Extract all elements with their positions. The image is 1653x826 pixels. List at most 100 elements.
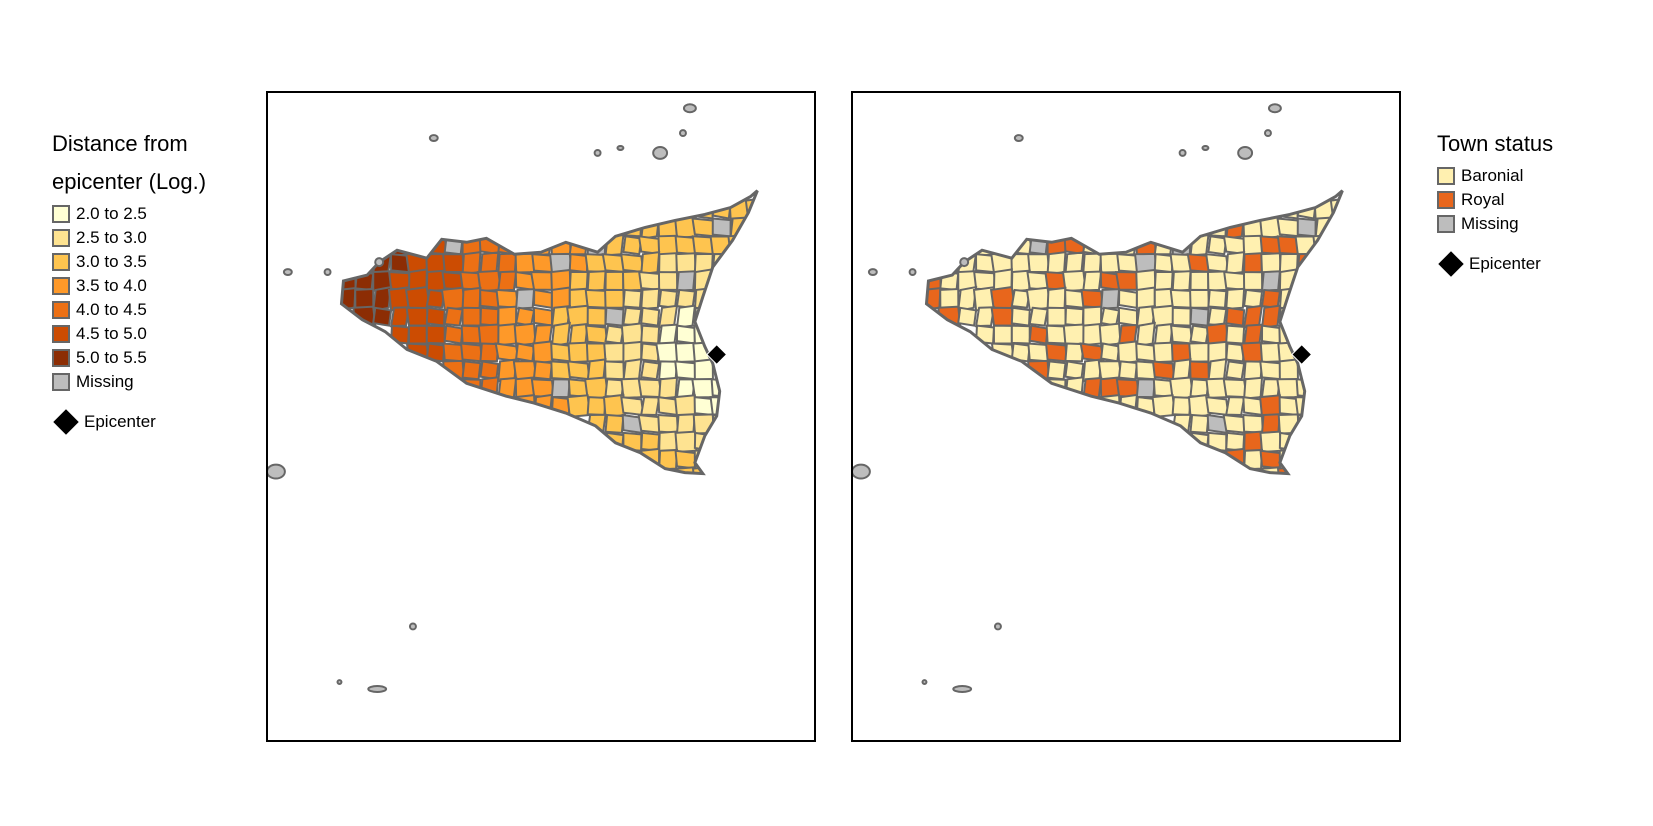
municipality-polygon <box>1260 304 1282 329</box>
municipality-polygon <box>1189 306 1210 327</box>
distance-legend-label: 2.5 to 3.0 <box>76 228 147 247</box>
municipality-polygon <box>637 378 663 399</box>
municipality-polygon <box>974 306 996 328</box>
municipality-polygon <box>640 324 661 345</box>
distance-legend-label: 4.0 to 4.5 <box>76 300 147 319</box>
municipality-polygon <box>1243 430 1264 454</box>
municipality-polygon <box>461 360 482 381</box>
municipality-polygon <box>1276 465 1301 474</box>
municipality-polygon <box>1171 270 1192 292</box>
municipality-polygon <box>586 306 607 327</box>
municipality-polygon <box>1243 252 1264 275</box>
municipality-polygon <box>1225 360 1246 381</box>
distance-legend-swatch <box>52 373 70 391</box>
municipality-polygon <box>657 413 679 434</box>
distance-legend-item: 2.5 to 3.0 <box>52 226 206 250</box>
town-status-legend-item: Royal <box>1437 188 1553 212</box>
distance-legend-item: 3.5 to 4.0 <box>52 274 206 298</box>
distance-legend-swatch <box>52 349 70 367</box>
municipality-polygon <box>586 270 607 292</box>
distance-legend-swatch <box>52 229 70 247</box>
municipality-polygon <box>1153 270 1174 292</box>
municipality-polygon <box>691 217 717 238</box>
municipality-polygon <box>638 270 663 292</box>
municipality-polygon <box>1207 288 1228 309</box>
municipality-polygon <box>675 413 696 435</box>
municipality-polygon <box>1296 217 1317 238</box>
municipality-polygon <box>584 324 609 345</box>
municipality-layer <box>341 190 758 474</box>
municipality-polygon <box>1064 306 1085 327</box>
municipality-polygon <box>550 378 571 399</box>
municipality-polygon <box>461 250 482 276</box>
distance-legend-swatch <box>52 301 70 319</box>
municipality-polygon <box>957 306 978 327</box>
municipality-polygon <box>693 358 714 383</box>
island-shape <box>367 685 388 693</box>
epicenter-legend-label: Epicenter <box>84 412 156 431</box>
municipality-polygon <box>604 324 625 345</box>
island-shape <box>959 257 970 268</box>
municipality-polygon <box>515 342 536 363</box>
municipality-polygon <box>674 430 698 454</box>
municipality-polygon <box>604 270 625 292</box>
municipality-polygon <box>1189 360 1210 381</box>
municipality-polygon <box>658 288 679 309</box>
distance-legend-item: 5.0 to 5.5 <box>52 346 206 370</box>
island-shape <box>853 463 871 480</box>
municipality-polygon <box>640 396 661 417</box>
distance-map-panel <box>266 91 816 742</box>
municipality-polygon <box>727 233 752 257</box>
distance-legend-item: 3.0 to 3.5 <box>52 250 206 274</box>
municipality-polygon <box>1259 449 1283 470</box>
sicily-outline <box>924 189 1344 476</box>
municipality-polygon <box>675 252 697 275</box>
municipality-polygon <box>372 285 393 312</box>
municipality-polygon <box>1171 396 1192 417</box>
distance-legend-swatch <box>52 205 70 223</box>
municipality-polygon <box>1243 288 1264 309</box>
municipality-polygon <box>1151 394 1176 418</box>
town-status-legend-swatch <box>1437 191 1455 209</box>
municipality-polygon <box>1080 288 1105 309</box>
town-status-legend-title: Town status <box>1437 131 1554 156</box>
municipality-polygon <box>657 271 679 291</box>
municipality-polygon <box>513 322 537 347</box>
municipality-polygon <box>425 306 446 327</box>
sicily-outline <box>339 189 759 476</box>
municipality-polygon <box>532 306 554 327</box>
municipality-polygon <box>1261 324 1281 345</box>
municipality-polygon <box>1027 359 1051 381</box>
municipality-polygon <box>568 270 589 292</box>
municipality-polygon <box>1044 342 1069 363</box>
municipality-polygon <box>1242 323 1264 346</box>
town-status-legend-item: Baronial <box>1437 164 1553 188</box>
distance-legend-label: 3.5 to 4.0 <box>76 276 147 295</box>
municipality-polygon <box>1243 448 1264 471</box>
municipality-polygon <box>1259 430 1283 454</box>
municipality-polygon <box>1242 234 1264 256</box>
municipality-polygon <box>477 323 502 346</box>
municipality-polygon <box>640 306 661 327</box>
municipality-polygon <box>1062 323 1087 346</box>
municipality-polygon <box>1064 288 1085 309</box>
municipality-polygon <box>1010 306 1031 327</box>
municipality-polygon <box>1243 376 1264 400</box>
municipality-polygon <box>425 288 446 309</box>
island-shape <box>1263 129 1272 138</box>
island-shape <box>408 622 417 631</box>
island-shape <box>616 144 625 151</box>
municipality-polygon <box>1225 431 1246 452</box>
municipality-polygon <box>566 394 591 418</box>
epicenter-legend-item: Epicenter <box>1437 251 1553 277</box>
town-status-legend-label: Baronial <box>1461 166 1524 185</box>
distance-legend-label: 3.0 to 3.5 <box>76 252 147 271</box>
island-shape <box>1178 148 1187 157</box>
municipality-polygon <box>479 288 500 309</box>
municipality-polygon <box>604 360 625 381</box>
municipality-polygon <box>1171 306 1192 327</box>
municipality-polygon <box>405 306 431 327</box>
island-shape <box>323 268 332 277</box>
municipality-polygon <box>1010 288 1031 309</box>
municipality-polygon <box>1223 270 1248 292</box>
